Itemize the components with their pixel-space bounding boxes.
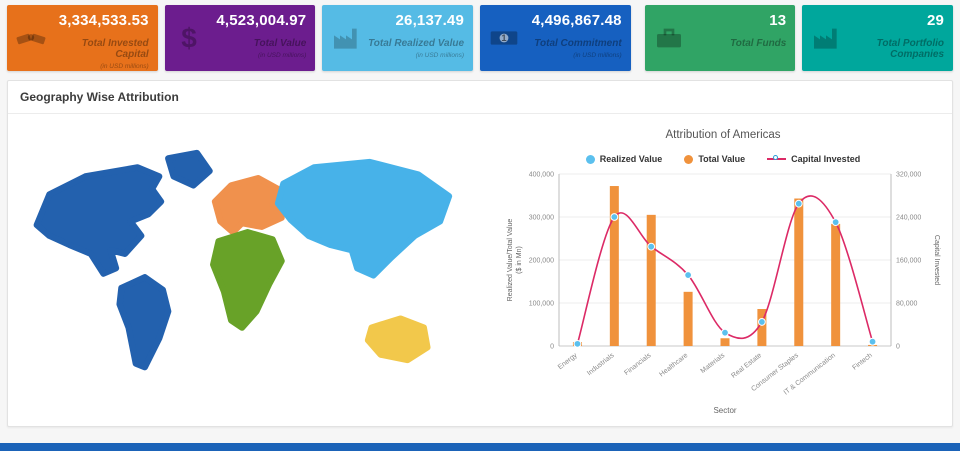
kpi-value: 3,334,533.53 [58, 12, 149, 29]
kpi-cards-row: 3,334,533.53 Total Invested Capital (in … [0, 0, 960, 77]
kpi-value: 13 [769, 12, 787, 29]
realized-value-point[interactable] [684, 271, 693, 279]
kpi-card-total-invested-capital[interactable]: 3,334,533.53 Total Invested Capital (in … [7, 5, 158, 71]
continent-africa[interactable] [210, 228, 285, 331]
footer-bar [0, 443, 960, 451]
continent-australia[interactable] [364, 314, 431, 363]
kpi-card-total-funds[interactable]: 13 Total Funds [644, 5, 796, 71]
legend-label: Capital Invested [791, 154, 861, 164]
legend-item-total-value[interactable]: Total Value [684, 154, 745, 164]
y-axis-left-title: Realized Value/Total Value [507, 219, 514, 302]
realized-value-point[interactable] [831, 218, 840, 227]
panel-title: Geography Wise Attribution [8, 81, 952, 114]
legend-label: Total Value [698, 154, 746, 164]
realized-value-marker [585, 154, 595, 164]
x-tick-label: Materials [700, 352, 727, 375]
realized-value-point[interactable] [794, 199, 803, 208]
total-value-bar[interactable] [794, 198, 804, 346]
x-tick-label: Energy [557, 352, 579, 371]
y-right-tick-label: 240,000 [896, 215, 921, 222]
kpi-label: Total Realized Value [368, 38, 465, 49]
kpi-label: Total Portfolio Companies [876, 38, 945, 60]
geography-panel: Geography Wise Attribution Attribution o… [7, 80, 953, 427]
factory-icon [810, 22, 842, 54]
y-right-tick-label: 160,000 [896, 258, 921, 265]
briefcase-icon [653, 22, 685, 54]
chart-title: Attribution of Americas [665, 129, 781, 141]
kpi-sub: (in USD millions) [415, 52, 465, 59]
continent-europe[interactable] [211, 174, 285, 235]
y-left-tick-label: 200,000 [529, 258, 554, 265]
x-tick-label: Real Estate [730, 352, 763, 380]
kpi-card-total-portfolio-companies[interactable]: 29 Total Portfolio Companies [802, 5, 954, 71]
realized-value-point[interactable] [573, 339, 582, 348]
total-value-bar[interactable] [831, 223, 841, 346]
realized-value-point[interactable] [868, 337, 877, 346]
kpi-value: 29 [926, 12, 945, 29]
total-value-bar[interactable] [646, 214, 656, 346]
kpi-value: 4,496,867.48 [531, 12, 622, 29]
kpi-label: Total Invested Capital [81, 38, 149, 60]
y-left-tick-label: 0 [550, 344, 554, 351]
x-tick-label: Financials [623, 352, 653, 377]
banknote-icon: 1 [488, 22, 520, 54]
total-value-bar[interactable] [609, 186, 619, 346]
capital-invested-marker [767, 154, 787, 164]
continent-north-america[interactable] [33, 163, 165, 277]
realized-value-point[interactable] [647, 242, 656, 251]
total-value-bar[interactable] [683, 291, 693, 346]
factory-icon [330, 22, 362, 54]
y-axis-left-unit: ($ in Mn) [516, 246, 523, 274]
y-left-tick-label: 100,000 [529, 301, 554, 308]
x-tick-label: Fintech [851, 352, 873, 372]
world-map [33, 149, 453, 370]
continent-south-america[interactable] [116, 273, 172, 370]
kpi-sub: (in USD millions) [100, 63, 149, 70]
kpi-label: Total Funds [730, 38, 787, 49]
y-axis-right-title: Capital Invested [933, 235, 940, 285]
kpi-card-total-value[interactable]: $ 4,523,004.97 Total Value (in USD milli… [164, 5, 316, 71]
y-left-tick-label: 300,000 [529, 215, 554, 222]
kpi-label: Total Value [253, 38, 307, 49]
dollar-icon: $ [173, 22, 205, 54]
capital-invested-line [576, 195, 874, 345]
y-left-tick-label: 400,000 [529, 172, 554, 179]
legend-item-capital-invested[interactable]: Capital Invested [767, 154, 860, 164]
map-container [8, 114, 494, 425]
legend-item-realized-value[interactable]: Realized Value [585, 154, 663, 164]
chart-legend: Realized Value Total Value Capital Inves… [585, 154, 860, 164]
y-right-tick-label: 320,000 [896, 172, 921, 179]
kpi-value: 26,137.49 [395, 12, 465, 29]
kpi-card-total-realized-value[interactable]: 26,137.49 Total Realized Value (in USD m… [322, 5, 474, 71]
svg-text:$: $ [181, 22, 197, 53]
realized-value-point[interactable] [610, 213, 619, 221]
kpi-card-total-commitment[interactable]: 1 4,496,867.48 Total Commitment (in USD … [480, 5, 631, 71]
kpi-value: 4,523,004.97 [216, 12, 307, 29]
y-right-tick-label: 0 [896, 344, 900, 351]
total-value-marker [684, 154, 694, 164]
legend-label: Realized Value [599, 154, 663, 164]
kpi-sub: (in USD millions) [573, 52, 622, 59]
y-right-tick-label: 80,000 [896, 301, 918, 308]
realized-value-point[interactable] [757, 318, 766, 326]
attribution-chart: 0 100,000 200,000 300,000 400,000 0 80,000 160,… [507, 172, 940, 416]
region-greenland[interactable] [165, 149, 213, 189]
x-tick-label: Healthcare [658, 352, 689, 378]
handshake-icon [15, 22, 47, 54]
realized-value-point[interactable] [721, 328, 729, 337]
total-value-bar[interactable] [757, 309, 767, 346]
continent-asia[interactable] [274, 158, 453, 279]
svg-text:1: 1 [501, 33, 506, 43]
attribution-chart-container: Attribution of Americas Realized Value T… [494, 114, 952, 425]
kpi-label: Total Commitment [534, 38, 622, 49]
x-tick-label: Industrials [586, 352, 616, 377]
kpi-sub: (in USD millions) [257, 52, 307, 59]
total-value-bar[interactable] [720, 338, 730, 346]
x-axis-title: Sector [713, 406, 736, 415]
